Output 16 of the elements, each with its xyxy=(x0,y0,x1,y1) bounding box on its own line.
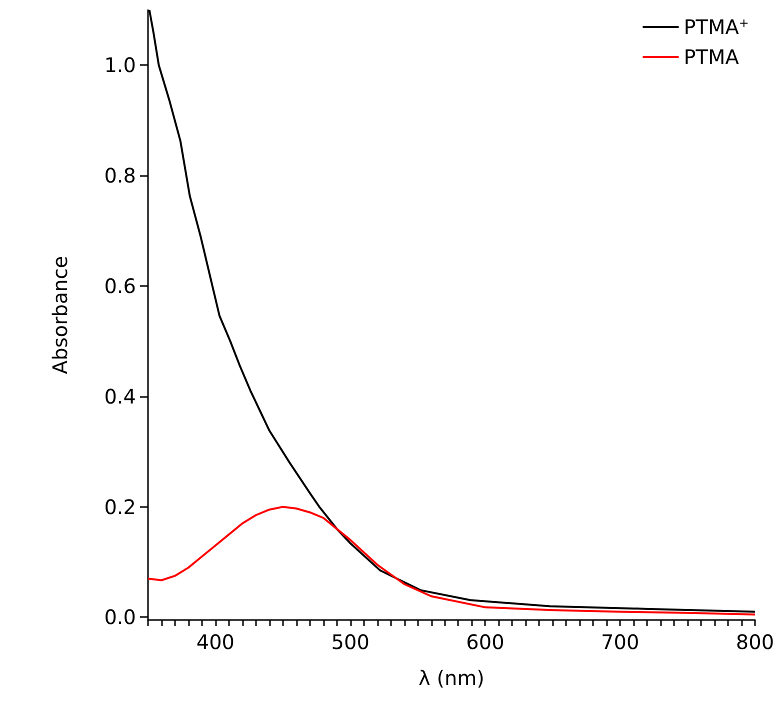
y-tick-label: 1.0 xyxy=(104,53,136,78)
legend-label: PTMA xyxy=(684,45,740,69)
y-tick-label: 0.2 xyxy=(104,494,136,519)
y-axis-title: Absorbance xyxy=(48,256,72,374)
x-tick-label: 600 xyxy=(466,630,504,654)
y-tick-label: 0.0 xyxy=(104,605,136,630)
y-tick-label: 0.6 xyxy=(104,274,136,298)
line-series xyxy=(147,506,756,616)
y-tick-label: 0.8 xyxy=(104,164,136,188)
x-tick-label: 400 xyxy=(196,630,235,654)
y-tick-label: 0.4 xyxy=(104,384,136,408)
x-axis-title: λ (nm) xyxy=(418,666,484,690)
x-tick-label: 500 xyxy=(331,630,370,654)
legend-label: PTMA+ xyxy=(684,15,750,39)
x-tick-label: 700 xyxy=(601,630,640,654)
x-tick-label: 800 xyxy=(736,630,774,654)
